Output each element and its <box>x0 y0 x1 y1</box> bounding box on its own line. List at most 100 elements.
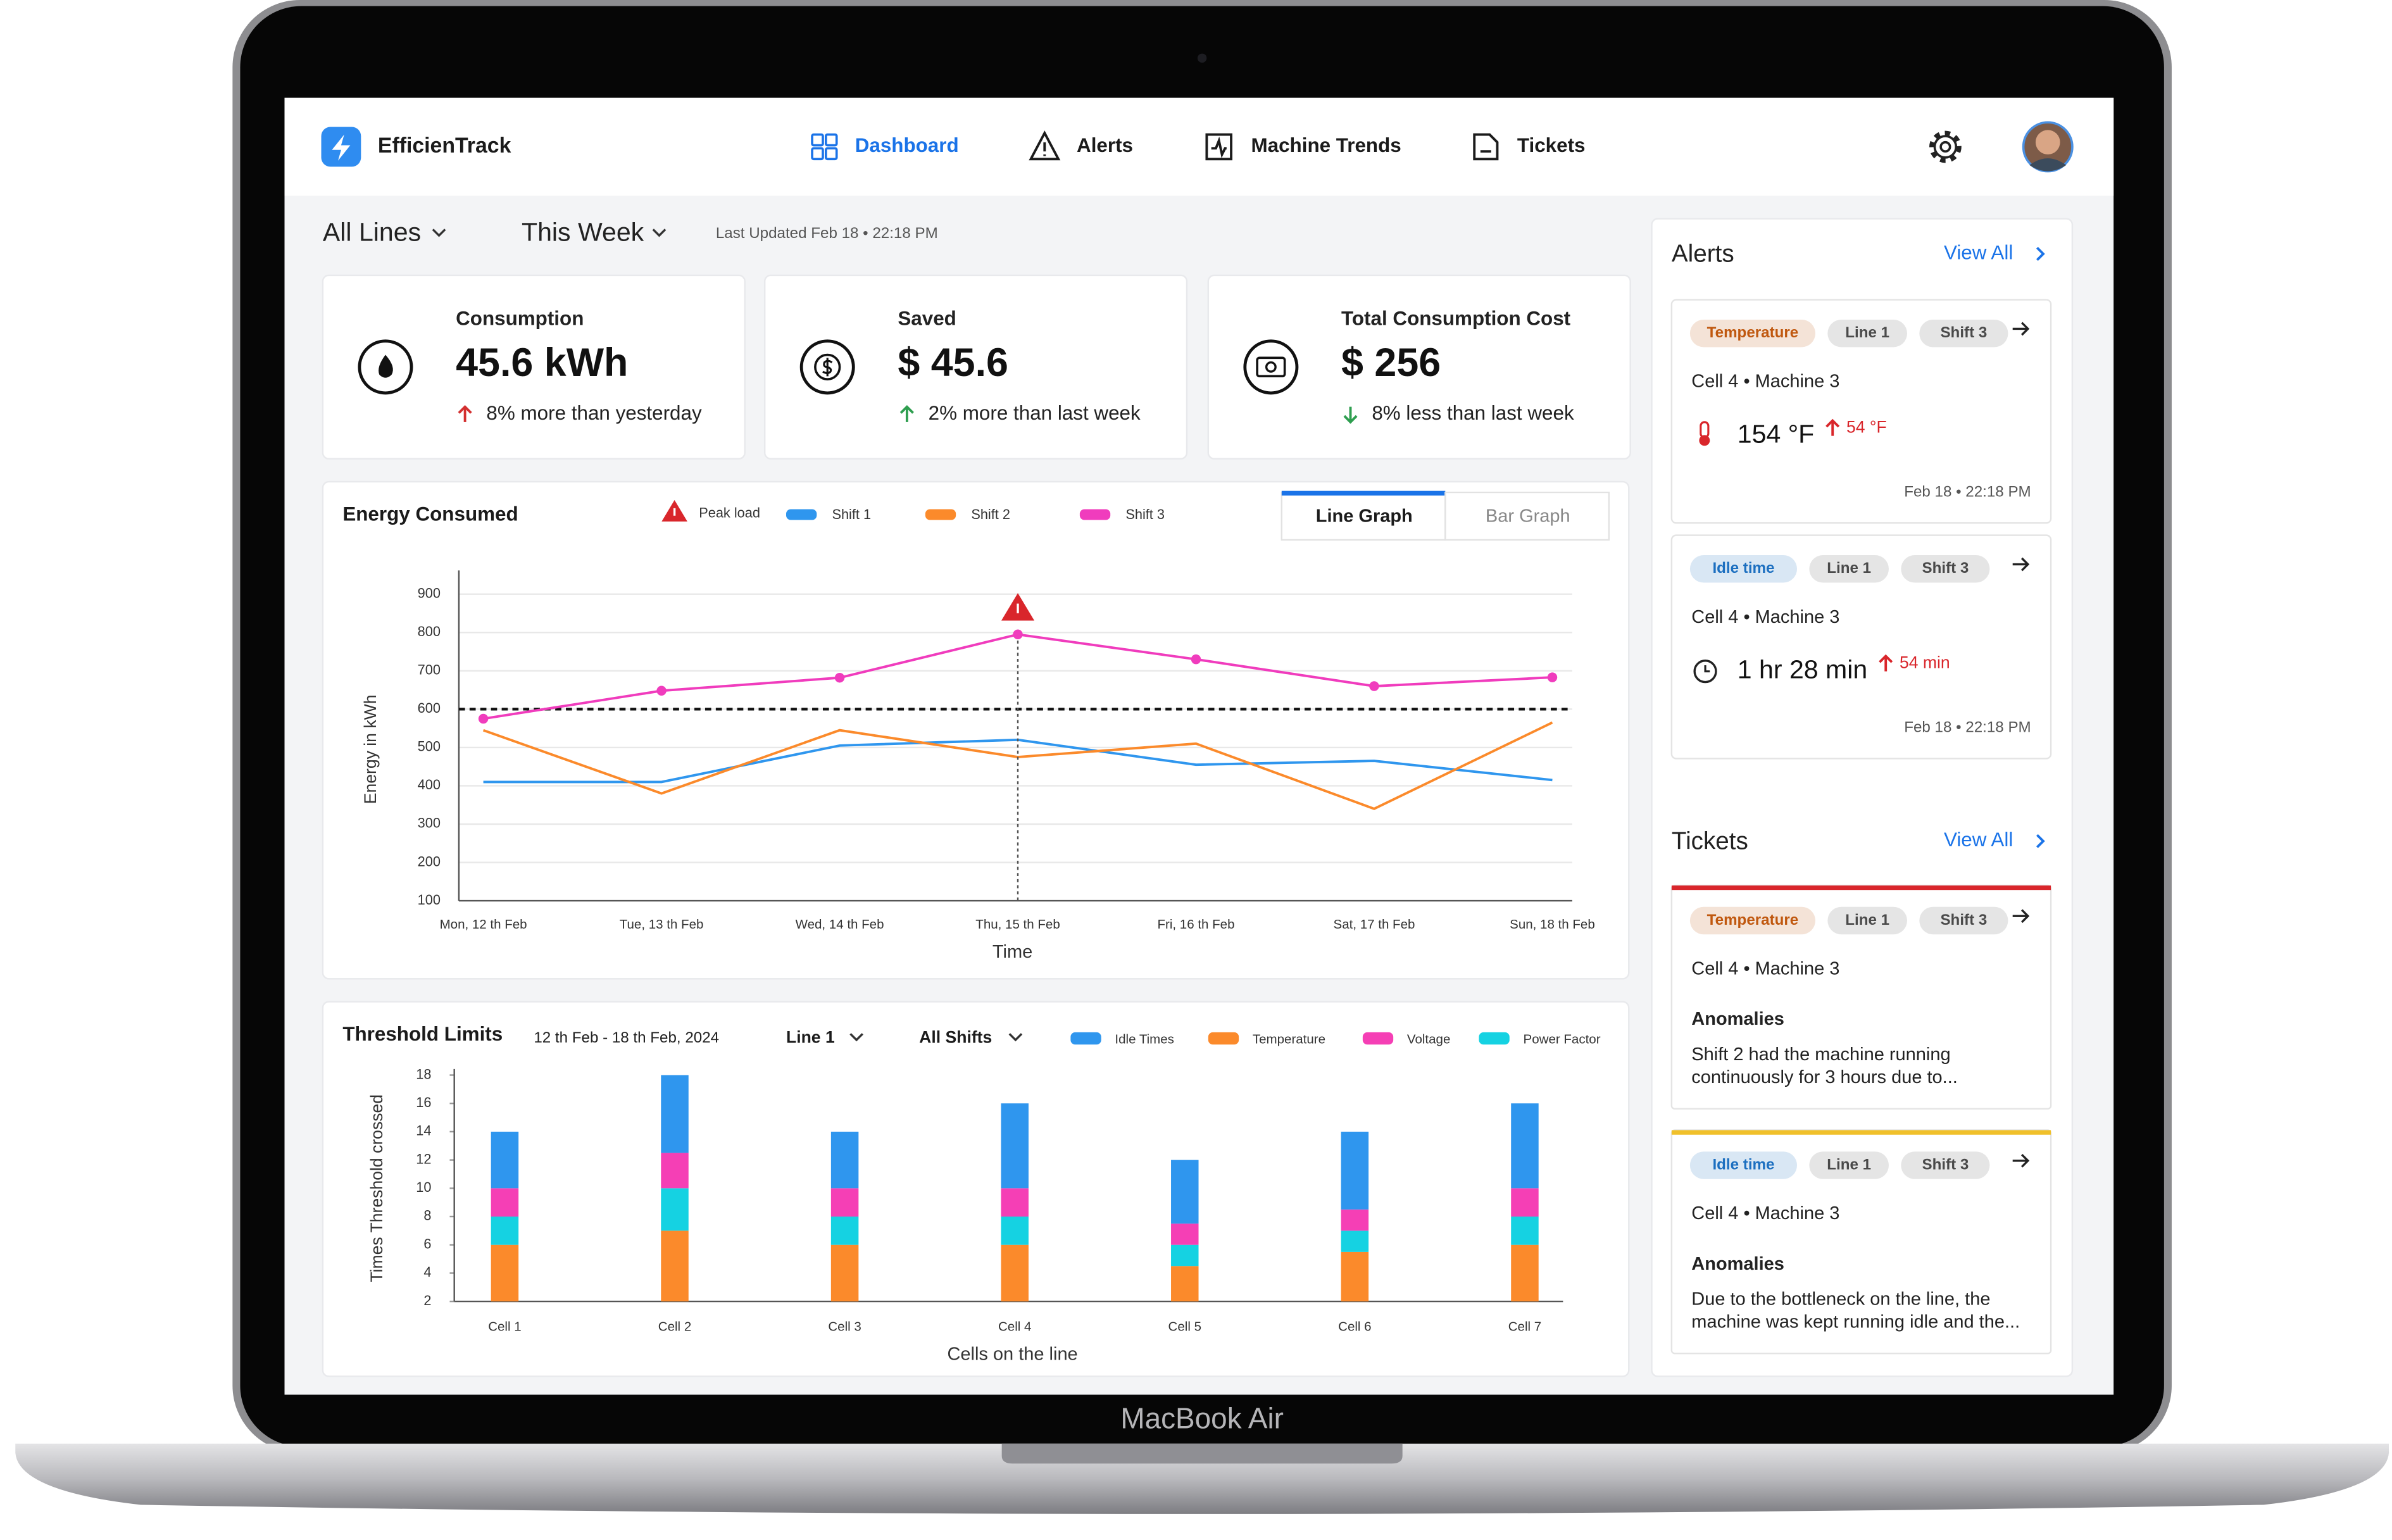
tag <box>1689 906 1816 935</box>
nav-item[interactable]: Dashboard <box>855 134 959 156</box>
filter-period[interactable]: This Week <box>522 218 644 247</box>
tag-label: Temperature <box>1707 324 1799 341</box>
view-all-link[interactable]: View All <box>1944 241 2013 263</box>
bar-segment <box>1171 1244 1199 1267</box>
arrow-icon <box>2012 909 2030 923</box>
nav-item[interactable]: Tickets <box>1517 134 1586 156</box>
settings-icon <box>1933 135 1958 159</box>
nav-icon <box>811 133 824 147</box>
reading-delta: 54 °F <box>1846 418 1887 437</box>
bar-segment <box>491 1244 519 1302</box>
data-point <box>834 672 845 683</box>
tag <box>1809 555 1889 583</box>
legend-swatch <box>1208 1032 1239 1045</box>
axis-title: Times Threshold crossed <box>367 1094 386 1282</box>
y-tick-label: 700 <box>418 662 441 678</box>
bar-segment <box>1511 1216 1539 1245</box>
bar-segment <box>1171 1266 1199 1302</box>
bar-segment <box>1341 1251 1369 1302</box>
kpi-icon <box>814 353 841 381</box>
settings-icon[interactable] <box>1929 130 1962 163</box>
alert-card[interactable] <box>1670 534 2052 760</box>
bar-segment <box>491 1188 519 1217</box>
legend-label: Voltage <box>1407 1032 1450 1046</box>
legend-swatch <box>1070 1032 1101 1045</box>
y-tick-label: 10 <box>416 1179 431 1195</box>
tag <box>1919 906 2008 935</box>
x-tick-label: Sun, 18 th Feb <box>1510 917 1595 932</box>
alert-card[interactable] <box>1670 299 2052 524</box>
kpi-icon <box>1256 356 1286 378</box>
tag-label: Idle time <box>1712 560 1774 577</box>
tag <box>1901 1151 1990 1179</box>
machine-label: Cell 4 • Machine 3 <box>1691 1203 1839 1224</box>
brand-name: EfficienTrack <box>378 134 511 158</box>
ticket-text: Due to the bottleneck on the line, the <box>1691 1289 1990 1309</box>
timestamp: Feb 18 • 22:18 PM <box>1904 483 2031 500</box>
bar-segment <box>661 1188 689 1231</box>
reading-delta: 54 min <box>1900 653 1950 672</box>
legend-swatch <box>1362 1032 1394 1045</box>
bar-segment <box>491 1216 519 1245</box>
y-tick-label: 800 <box>418 623 441 639</box>
trend-arrow <box>899 404 914 422</box>
kpi-change: 8% less than last week <box>1372 402 1574 424</box>
tag-label: Shift 3 <box>1940 324 1987 341</box>
bar-segment <box>1341 1131 1369 1210</box>
y-tick-label: 16 <box>416 1094 431 1110</box>
machine-label: Cell 4 • Machine 3 <box>1691 372 1839 392</box>
nav-item[interactable]: Machine Trends <box>1251 134 1401 156</box>
kpi-icon <box>1243 339 1299 395</box>
x-tick-label: Wed, 14 th Feb <box>796 917 884 932</box>
bar-segment <box>1511 1244 1539 1302</box>
timestamp: Feb 18 • 22:18 PM <box>1904 718 2031 736</box>
tag-label: Shift 3 <box>1922 1156 1969 1173</box>
chart-filter[interactable]: Line 1 <box>786 1028 835 1047</box>
y-tick-label: 400 <box>418 777 441 792</box>
filter-line[interactable]: All Lines <box>323 218 421 247</box>
view-option[interactable]: Line Graph <box>1316 506 1413 526</box>
tag <box>1827 906 1907 935</box>
legend-label: Peak load <box>699 505 760 521</box>
trend-arrow <box>1343 406 1358 424</box>
x-tick-label: Mon, 12 th Feb <box>440 917 527 932</box>
legend-label: Power Factor <box>1524 1032 1601 1046</box>
ticket-heading: Anomalies <box>1691 1009 1784 1029</box>
x-tick-label: Cell 6 <box>1338 1320 1371 1334</box>
nav-item[interactable]: Alerts <box>1077 134 1133 156</box>
view-all-link[interactable]: View All <box>1944 829 2013 851</box>
data-point <box>1191 654 1201 665</box>
ticket-accent <box>1671 1130 2051 1135</box>
tag-label: Line 1 <box>1845 324 1889 341</box>
kpi-change: 2% more than last week <box>929 402 1141 424</box>
base-notch <box>1001 1443 1403 1464</box>
trend-arrow <box>458 404 472 422</box>
chart-title: Threshold Limits <box>342 1023 503 1045</box>
y-tick-label: 500 <box>418 739 441 754</box>
view-toggle[interactable] <box>1444 491 1610 541</box>
energy-card <box>322 480 1630 980</box>
bar-segment <box>1001 1216 1029 1245</box>
tag-label: Line 1 <box>1827 1156 1871 1173</box>
x-tick-label: Cell 7 <box>1508 1320 1541 1334</box>
thermo-icon <box>1699 435 1710 446</box>
threshold-card <box>322 1001 1630 1377</box>
kpi-card <box>322 274 746 460</box>
view-option[interactable]: Bar Graph <box>1486 506 1570 526</box>
kpi-label: Saved <box>898 307 956 329</box>
legend-swatch <box>1479 1032 1510 1045</box>
tag <box>1901 555 1990 583</box>
trend-arrow <box>1825 418 1840 436</box>
nav-icon <box>1029 130 1061 161</box>
y-tick-label: 12 <box>416 1151 431 1167</box>
reading: 1 hr 28 min <box>1738 655 1867 684</box>
avatar-face <box>2035 130 2060 155</box>
bar-segment <box>1511 1188 1539 1217</box>
device-label: MacBook Air <box>1120 1402 1284 1435</box>
chart-filter[interactable]: All Shifts <box>919 1028 992 1047</box>
bar-segment <box>830 1216 859 1245</box>
bar-segment <box>1171 1224 1199 1245</box>
y-tick-label: 900 <box>418 585 441 601</box>
clock-icon <box>1704 665 1710 673</box>
